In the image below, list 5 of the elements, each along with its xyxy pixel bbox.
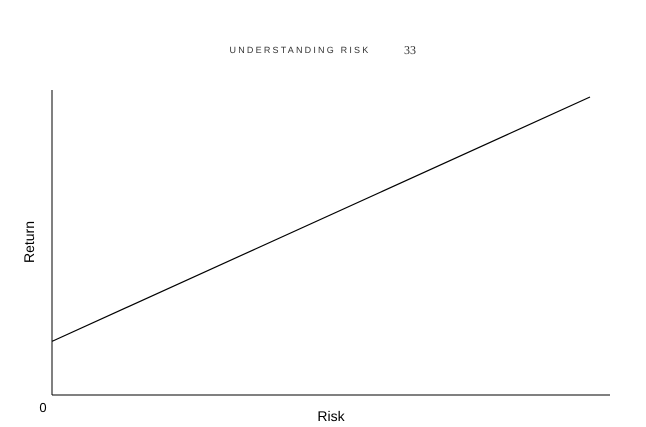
- text: UNDERSTANDING RISK: [230, 45, 370, 55]
- y-axis-title: Return: [21, 220, 37, 264]
- text: 0: [39, 400, 47, 415]
- x-axis-title: Risk: [317, 408, 346, 424]
- text: 33: [404, 43, 416, 57]
